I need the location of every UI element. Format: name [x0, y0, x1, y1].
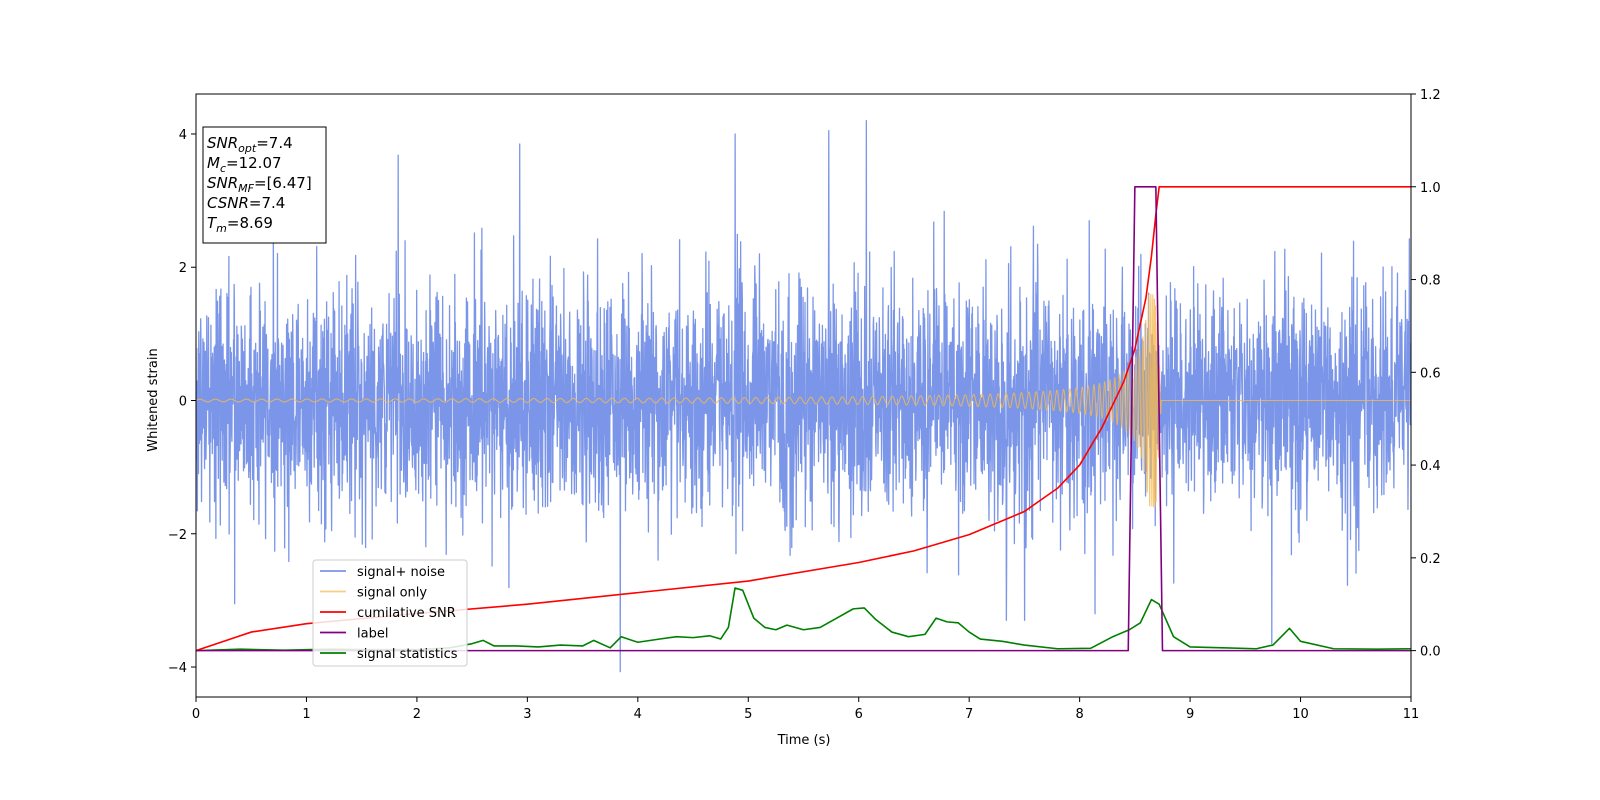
x-tick-label: 2	[413, 707, 421, 722]
y2-tick-label: 0.4	[1420, 459, 1441, 474]
x-tick-label: 1	[302, 707, 310, 722]
y-tick-label: −4	[168, 661, 187, 676]
legend-label: label	[357, 627, 388, 642]
info-line: CSNR=7.4	[207, 194, 285, 212]
x-tick-label: 8	[1075, 707, 1083, 722]
info-line: Mc=12.07	[207, 154, 282, 175]
x-tick-label: 9	[1186, 707, 1194, 722]
x-tick-label: 0	[192, 707, 200, 722]
y2-tick-label: 1.2	[1420, 88, 1441, 103]
y2-tick-label: 0.6	[1420, 366, 1441, 381]
plot-frame	[195, 93, 1412, 698]
legend: signal+ noise signal only cumilative SNR la…	[312, 559, 468, 667]
series-signal-only-line	[196, 293, 1411, 508]
y-tick-label: 0	[179, 394, 187, 409]
x-tick-label: 7	[965, 707, 973, 722]
legend-label: cumilative SNR	[357, 606, 456, 621]
legend-label: signal+ noise	[357, 565, 445, 580]
info-line: Tm=8.69	[207, 214, 273, 235]
x-tick-label: 5	[744, 707, 752, 722]
x-axis-label: Time (s)	[777, 733, 831, 748]
y-tick-label: −2	[168, 528, 187, 543]
info-line: SNRMF=[6.47]	[207, 174, 312, 195]
y-tick-label: 2	[179, 261, 187, 276]
x-tick-label: 3	[523, 707, 531, 722]
y-tick-label: 4	[179, 128, 187, 143]
legend-frame	[312, 559, 468, 667]
legend-label: signal statistics	[357, 647, 458, 662]
y2-tick-label: 1.0	[1420, 181, 1441, 196]
series-signal-statistics-line	[196, 587, 1411, 652]
ticks: 0 1 2 3 4 5 6 7 8 9 10 11 4 2 0 −2 −4 1.2 1.0 0.8 0.6 0.4 0.2 0…	[168, 88, 1441, 722]
info-line: SNRopt=7.4	[207, 134, 293, 155]
x-tick-label: 11	[1403, 707, 1420, 722]
legend-label: signal only	[357, 586, 427, 601]
x-tick-label: 6	[855, 707, 863, 722]
y2-tick-label: 0.8	[1420, 274, 1441, 289]
y2-tick-label: 0.0	[1420, 645, 1441, 660]
x-tick-label: 4	[634, 707, 642, 722]
series-label-line	[196, 185, 1411, 652]
axes	[195, 93, 1412, 698]
x-tick-label: 10	[1292, 707, 1309, 722]
y-axis-label: Whitened strain	[146, 348, 161, 451]
info-box-frame	[202, 126, 327, 244]
y2-tick-label: 0.2	[1420, 552, 1441, 567]
series-signal-noise-line	[196, 120, 1411, 673]
